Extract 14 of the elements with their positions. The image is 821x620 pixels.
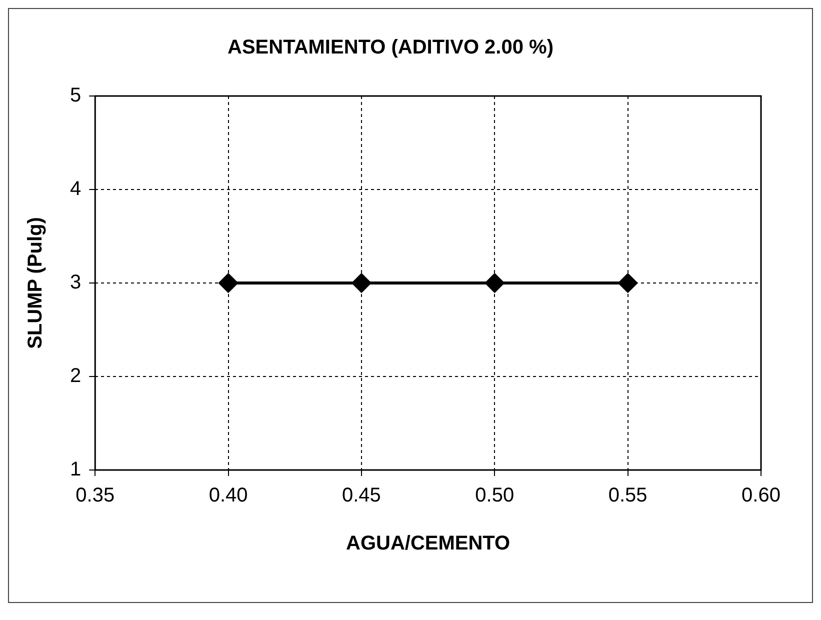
x-tick-label: 0.55 [608,484,648,507]
y-tick-label: 3 [70,272,82,294]
x-tick-label: 0.35 [76,484,115,507]
x-tick-label: 0.60 [742,484,780,507]
x-tick-label: 0.50 [475,484,514,507]
chart-title: ASENTAMIENTO (ADITIVO 2.00 %) [228,36,554,59]
y-axis-title: SLUMP (Pulg) [24,217,47,349]
y-tick-label: 1 [70,458,82,481]
y-tick-label: 2 [70,365,82,388]
x-axis-title: AGUA/CEMENTO [346,532,510,555]
x-tick-label: 0.45 [342,484,381,507]
y-tick-label: 4 [70,178,82,200]
x-tick-label: 0.40 [208,484,248,507]
y-tick-label: 5 [70,84,82,107]
